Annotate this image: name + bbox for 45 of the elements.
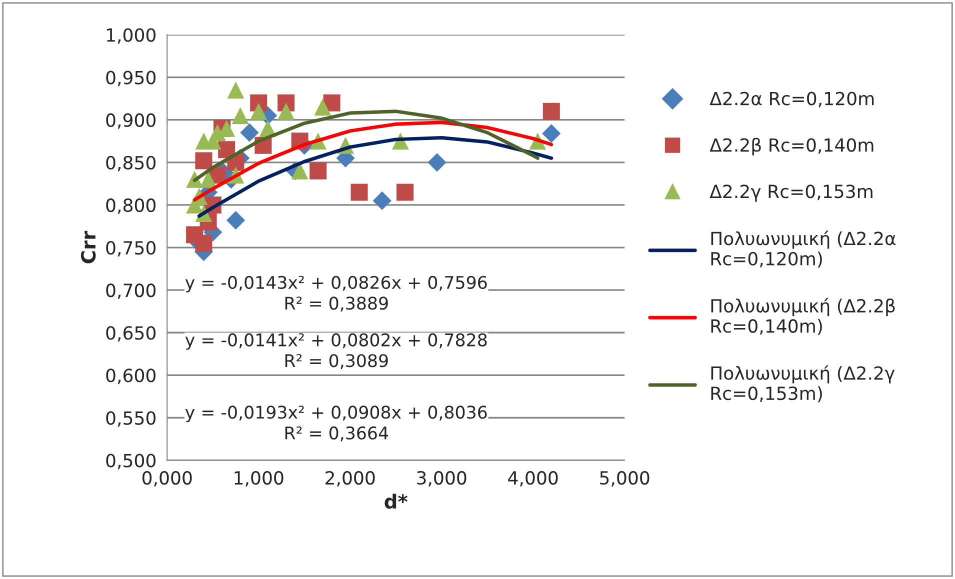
point <box>542 124 561 143</box>
x-tick-label: 0,000 <box>142 471 192 487</box>
point <box>227 82 244 99</box>
point <box>278 102 295 120</box>
point <box>396 184 414 201</box>
x-tick-label: 4,000 <box>508 471 558 487</box>
point <box>200 170 217 188</box>
annotation: y = -0,0193x² + 0,0908x + 0,8036 R² = 0,3664 <box>185 406 487 442</box>
point <box>542 102 560 120</box>
legend-label: Πολυωνυμική (Δ2.2γ Rc=0,153m) <box>711 365 895 402</box>
y-tick-label: 0,850 <box>106 156 156 172</box>
y-axis-title: Crr <box>80 230 96 264</box>
y-tick-label: 0,800 <box>106 198 156 214</box>
point <box>372 191 392 210</box>
x-tick-label: 1,000 <box>234 471 284 487</box>
x-axis-title: d* <box>384 494 408 509</box>
x-tick-label: 3,000 <box>417 471 466 487</box>
point <box>240 123 259 142</box>
legend-label: Πολυωνυμική (Δ2.2α Rc=0,120m) <box>711 230 896 268</box>
point <box>428 153 446 172</box>
y-tick-label: 1,000 <box>107 28 156 44</box>
y-tick-label: 0,650 <box>106 326 156 342</box>
y-tick-label: 0,950 <box>106 70 156 86</box>
annotation: y = -0,0143x² + 0,0826x + 0,7596 R² = 0,3889 <box>185 276 487 312</box>
point <box>232 107 249 124</box>
y-tick-label: 0,900 <box>106 113 156 129</box>
point <box>226 210 246 230</box>
legend-label: Δ2.2α Rc=0,120m <box>710 92 874 108</box>
legend-label: Δ2.2γ Rc=0,153m <box>710 184 872 202</box>
point <box>350 184 368 201</box>
point <box>250 102 268 120</box>
point <box>314 98 332 116</box>
legend-label: Πολυωνυμική (Δ2.2β Rc=0,140m) <box>711 298 895 335</box>
y-tick-label: 0,600 <box>106 368 156 384</box>
point <box>195 152 212 170</box>
x-tick-label: 5,000 <box>600 471 650 487</box>
y-tick-label: 0,700 <box>106 284 156 300</box>
annotation: y = -0,0141x² + 0,0802x + 0,7828 R² = 0,3089 <box>185 333 487 369</box>
legend-label: Δ2.2β Rc=0,140m <box>710 138 874 156</box>
y-tick-label: 0,500 <box>106 454 156 470</box>
y-tick-label: 0,750 <box>106 240 156 256</box>
y-tick-label: 0,550 <box>106 411 156 427</box>
x-tick-label: 2,000 <box>326 471 375 487</box>
point <box>310 162 327 180</box>
point <box>195 234 212 252</box>
